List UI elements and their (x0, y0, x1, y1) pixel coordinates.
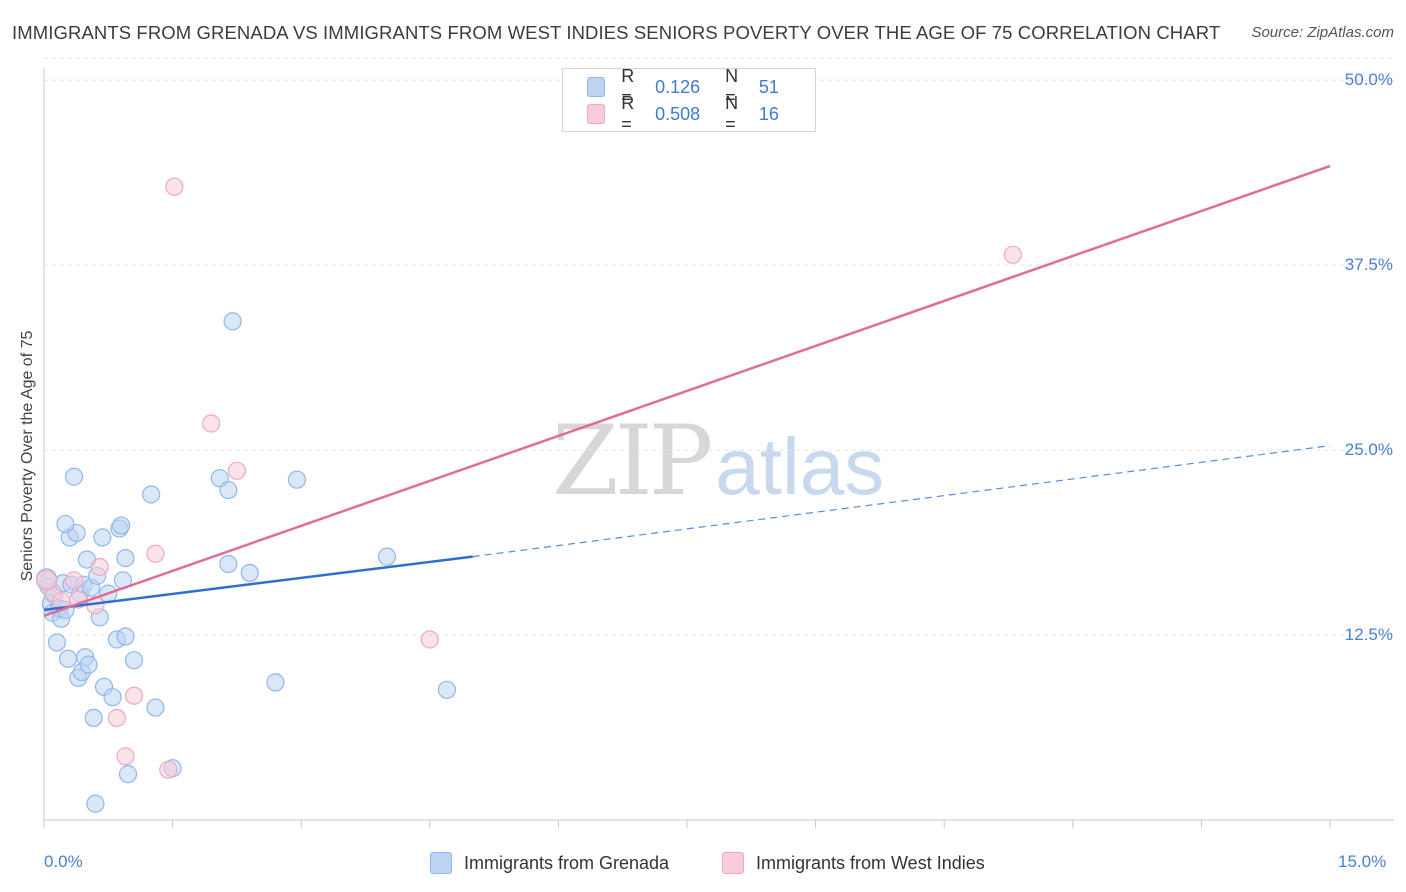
grenada-point (266, 673, 285, 692)
series-layer (35, 177, 1022, 813)
y-tick-label: 50.0% (1344, 70, 1393, 90)
grenada-point (84, 708, 103, 728)
grenada-point (118, 765, 138, 784)
grenada-point (93, 528, 112, 547)
grenada-point (146, 698, 165, 717)
west-indies-point (116, 747, 135, 766)
legend-n-value: 51 (758, 76, 779, 97)
axes (43, 68, 1394, 828)
x-tick-label-min: 0.0% (44, 852, 83, 871)
grenada-point (219, 480, 238, 500)
legend-r-label: R = (621, 66, 635, 107)
west-indies-point (202, 414, 221, 433)
legend-row-west-indies: R = 0.508 N = 16 (587, 93, 815, 134)
grenada-point (47, 633, 66, 652)
grenada-point (124, 651, 144, 670)
series-legend-label: Immigrants from West Indies (756, 852, 985, 873)
legend-n-value: 16 (758, 103, 779, 124)
west-indies-point (165, 177, 184, 196)
legend-row-grenada: R = 0.126 N = 51 (587, 66, 815, 107)
legend-r-value: 0.126 (655, 76, 701, 97)
west-indies-point (420, 630, 439, 649)
gridlines (44, 57, 1394, 636)
trend-layer (43, 164, 1331, 617)
grenada-point (79, 655, 98, 674)
grenada-point (287, 470, 307, 489)
legend-swatch-blue (587, 77, 606, 97)
y-tick-label: 25.0% (1344, 440, 1393, 460)
legend-r-value: 0.508 (655, 103, 701, 124)
series-legend-grenada[interactable]: Immigrants from Grenada (430, 852, 669, 874)
grenada-point (112, 516, 131, 535)
y-axis-label: Seniors Poverty Over the Age of 75 (19, 330, 36, 582)
legend-swatch-blue (430, 852, 452, 874)
grenada-point (142, 485, 161, 504)
west-indies-point (124, 686, 144, 705)
grenada-point (223, 312, 242, 331)
grenada-point (56, 514, 75, 534)
legend-swatch-pink (587, 104, 606, 124)
y-tick-label: 12.5% (1344, 625, 1393, 645)
chart-title: IMMIGRANTS FROM GRENADA VS IMMIGRANTS FR… (12, 22, 1221, 43)
legend-r-label: R = (621, 93, 635, 134)
series-legend-west-indies[interactable]: Immigrants from West Indies (722, 852, 985, 874)
west-indies-trendline (43, 164, 1331, 617)
legend-n-label: N = (725, 93, 739, 134)
west-indies-point (90, 557, 109, 577)
series-legend-label: Immigrants from Grenada (464, 852, 670, 873)
source-label: Source: ZipAtlas.com (1251, 24, 1394, 41)
grenada-trendline (43, 555, 473, 612)
west-indies-point (146, 544, 165, 563)
correlation-legend: R = 0.126 N = 51 R = 0.508 N = 16 (562, 66, 816, 134)
west-indies-point (227, 461, 246, 480)
west-indies-point (159, 760, 178, 779)
grenada-point (64, 467, 84, 486)
grenada-trendline-extension (472, 445, 1331, 558)
west-indies-point (64, 571, 84, 590)
grenada-point (103, 688, 122, 707)
grenada-point (219, 554, 238, 574)
grenada-point (116, 627, 135, 646)
grenada-point (116, 549, 135, 568)
legend-swatch-pink (722, 852, 744, 874)
x-tick-label-max: 15.0% (1338, 852, 1387, 871)
y-tick-label: 37.5% (1344, 255, 1393, 275)
grenada-point (240, 563, 259, 583)
west-indies-point (1003, 245, 1022, 264)
grenada-point (437, 680, 457, 699)
grenada-point (58, 649, 78, 668)
west-indies-point (107, 708, 126, 728)
west-indies-point (35, 569, 58, 591)
legend-n-label: N = (725, 66, 739, 107)
grenada-point (377, 547, 397, 566)
grenada-point (86, 794, 105, 813)
